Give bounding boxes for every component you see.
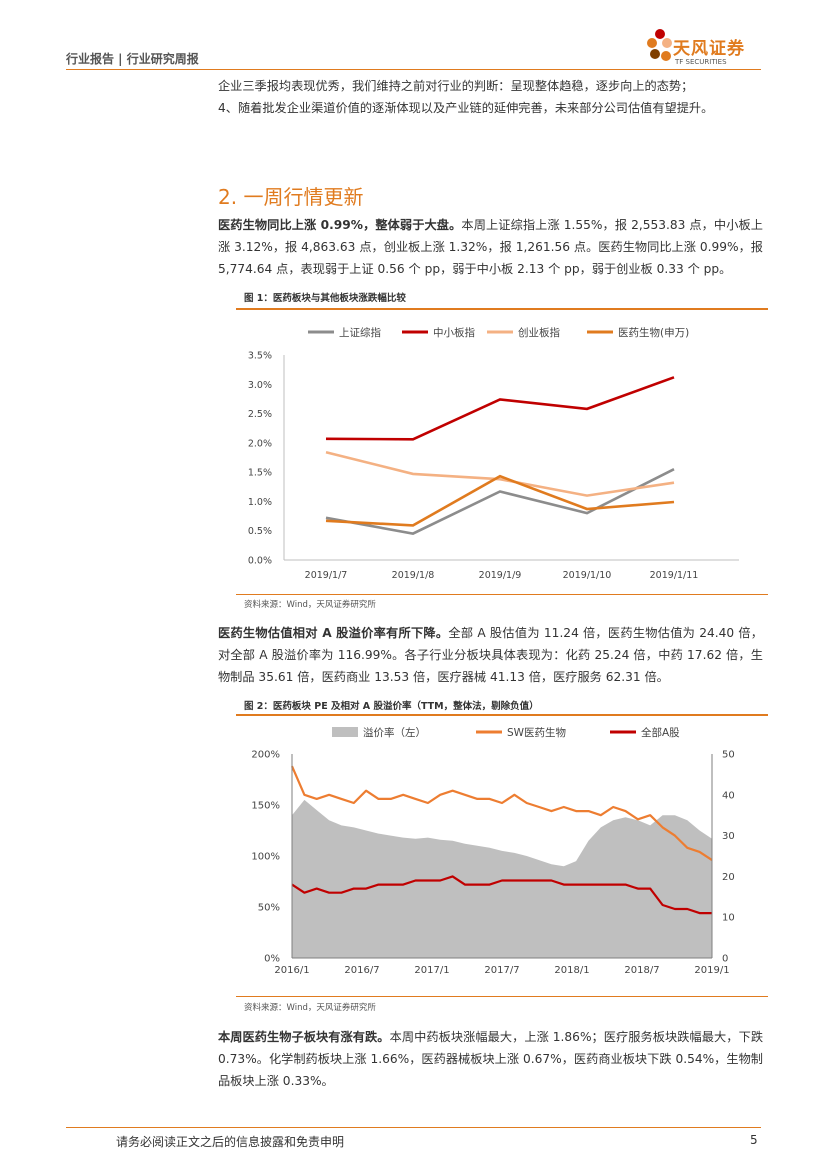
header-rule — [66, 69, 761, 70]
legend-item-1: 上证综指 — [308, 326, 381, 339]
paragraph-body: 本周中药板块涨幅最大，上涨 1.86%；医疗服务板块跌幅最大，下跌 0.73%。… — [218, 1030, 764, 1088]
y-tick-label: 1.0% — [248, 497, 272, 508]
series-line-2 — [291, 875, 712, 915]
x-tick-label: 2019/1/7 — [305, 570, 348, 581]
company-logo-icon — [647, 29, 672, 61]
legend-label: 全部A股 — [641, 726, 680, 739]
series-line-3 — [325, 450, 675, 497]
y-tick-label: 2.5% — [248, 409, 272, 420]
figure-1-source: 资料来源：Wind，天风证券研究所 — [244, 600, 376, 610]
logo-text-cn: 天风证券 — [673, 39, 745, 59]
y-tick-label: 1.5% — [248, 468, 272, 479]
page-number: 5 — [750, 1133, 758, 1147]
paragraph-lead: 医药生物同比上涨 0.99%，整体弱于大盘。 — [218, 218, 462, 232]
paragraph-valuation: 医药生物估值相对 A 股溢价率有所下降。全部 A 股估值为 11.24 倍，医药… — [218, 622, 763, 688]
right-axis-label: 10 — [722, 913, 735, 924]
paragraph-body: 全部 A 股估值为 11.24 倍，医药生物估值为 24.40 倍，对全部 A … — [218, 626, 763, 684]
legend-item-3: 创业板指 — [487, 326, 560, 339]
intro-line-1: 企业三季报均表现优秀，我们维持之前对行业的判断：呈现整体趋稳，逐步向上的态势； — [218, 79, 694, 93]
x-tick-label: 2016/7 — [344, 965, 379, 976]
figure-1-line-chart: 上证综指 中小板指 创业板指 医药生物(申万) 0.0% 0.5% 1.0% 1.5% 2.0%… — [248, 326, 739, 581]
x-tick-label: 2017/7 — [484, 965, 519, 976]
intro-line-2: 4、随着批发企业渠道价值的逐渐体现以及产业链的延伸完善，未来部分公司估值有望提升… — [218, 101, 714, 115]
legend-item-2: 中小板指 — [402, 326, 475, 339]
left-axis-label: 200% — [251, 750, 280, 761]
y-tick-label: 2.0% — [248, 438, 272, 449]
figure-1-bottom-rule — [236, 594, 768, 595]
y-tick-label: 0.0% — [248, 556, 272, 567]
x-tick-label: 2019/1/11 — [650, 570, 699, 581]
right-axis-label: 30 — [722, 831, 735, 842]
y-tick-label: 0.5% — [248, 526, 272, 537]
x-tick-label: 2019/1/9 — [479, 570, 522, 581]
x-tick-label: 2019/1 — [694, 965, 729, 976]
footer-disclaimer: 请务必阅读正文之后的信息披露和免责申明 — [116, 1135, 345, 1149]
header-breadcrumb: 行业报告 | 行业研究周报 — [66, 52, 199, 66]
left-axis-label: 0% — [264, 954, 280, 965]
legend-swatch — [332, 727, 358, 737]
legend-label: SW医药生物 — [507, 726, 566, 739]
paragraph-lead: 本周医药生物子板块有涨有跌。 — [218, 1030, 390, 1044]
legend-item-3: 全部A股 — [610, 726, 680, 739]
legend-label: 溢价率（左） — [363, 726, 426, 739]
legend-item-1: 溢价率（左） — [332, 726, 426, 739]
legend-label: 医药生物(申万) — [618, 326, 689, 339]
left-axis-label: 150% — [251, 801, 280, 812]
x-tick-label: 2019/1/8 — [392, 570, 435, 581]
series-line-1 — [290, 765, 713, 862]
x-tick-label: 2019/1/10 — [563, 570, 612, 581]
right-axis-label: 0 — [722, 954, 728, 965]
right-axis-label: 50 — [722, 750, 735, 761]
logo-text-en: TF SECURITIES — [675, 58, 727, 66]
series-line-2 — [325, 376, 675, 441]
x-tick-label: 2018/1 — [554, 965, 589, 976]
series-line-4 — [325, 474, 675, 527]
figure-2-bottom-rule — [236, 996, 768, 997]
x-tick-label: 2018/7 — [624, 965, 659, 976]
y-tick-label: 3.0% — [248, 380, 272, 391]
figure-1-top-rule — [236, 308, 768, 310]
x-tick-label: 2016/1 — [274, 965, 309, 976]
figure-2-source: 资料来源：Wind，天风证券研究所 — [244, 1003, 376, 1013]
legend-label: 创业板指 — [518, 326, 560, 339]
premium-area — [292, 799, 712, 958]
footer-rule — [66, 1127, 761, 1128]
right-axis-label: 20 — [722, 872, 735, 883]
paragraph-body: 本周上证综指上涨 1.55%，报 2,553.83 点，中小板上涨 3.12%，… — [218, 218, 763, 276]
figure-2-area-chart: 溢价率（左） SW医药生物 全部A股 0% 50% 100% 150% 200% 0 10 20 30… — [251, 726, 735, 976]
paragraph-lead: 医药生物估值相对 A 股溢价率有所下降。 — [218, 626, 449, 640]
section-title: 2. 一周行情更新 — [218, 185, 364, 209]
paragraph-weekly-summary: 医药生物同比上涨 0.99%，整体弱于大盘。本周上证综指上涨 1.55%，报 2… — [218, 214, 763, 280]
left-axis-label: 100% — [251, 852, 280, 863]
figure-2-title: 图 2：医药板块 PE 及相对 A 股溢价率（TTM，整体法，剔除负值） — [244, 701, 539, 712]
left-axis-label: 50% — [258, 903, 280, 914]
legend-label: 中小板指 — [433, 326, 475, 339]
legend-label: 上证综指 — [339, 326, 381, 339]
y-tick-label: 3.5% — [248, 351, 272, 362]
figure-2-top-rule — [236, 714, 768, 716]
x-tick-label: 2017/1 — [414, 965, 449, 976]
paragraph-subsectors: 本周医药生物子板块有涨有跌。本周中药板块涨幅最大，上涨 1.86%；医疗服务板块… — [218, 1026, 763, 1092]
right-axis-label: 40 — [722, 790, 735, 801]
legend-item-2: SW医药生物 — [476, 726, 566, 739]
figure-1-title: 图 1：医药板块与其他板块涨跌幅比较 — [244, 293, 406, 304]
legend-item-4: 医药生物(申万) — [587, 326, 689, 339]
